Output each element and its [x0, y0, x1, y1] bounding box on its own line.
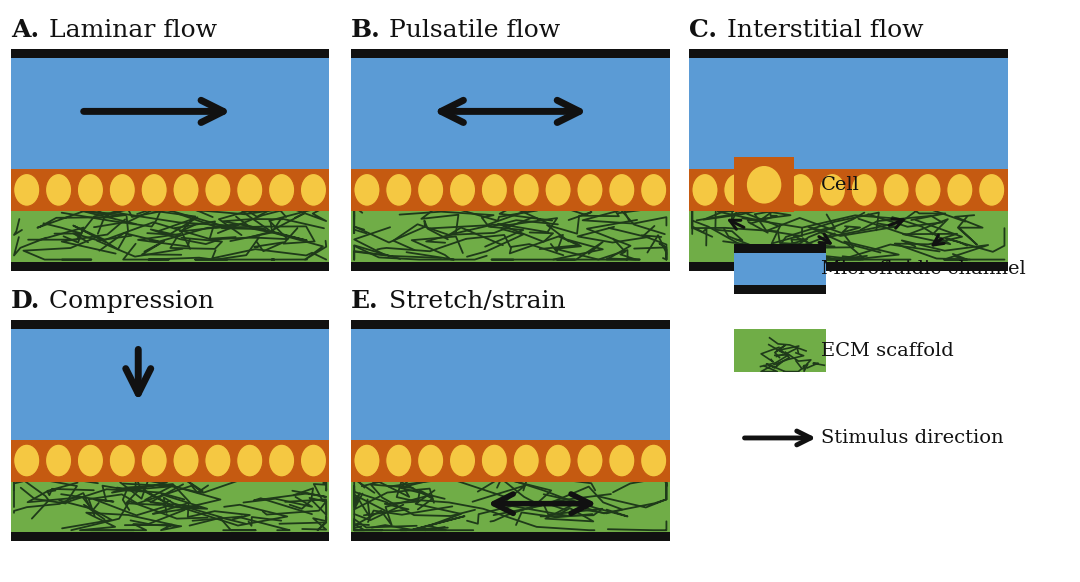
Ellipse shape	[482, 173, 508, 206]
Ellipse shape	[640, 444, 666, 477]
Ellipse shape	[915, 173, 941, 206]
Ellipse shape	[354, 173, 380, 206]
Ellipse shape	[205, 444, 231, 477]
Ellipse shape	[418, 173, 444, 206]
Ellipse shape	[78, 444, 104, 477]
Ellipse shape	[386, 444, 411, 477]
Ellipse shape	[109, 173, 135, 206]
Ellipse shape	[513, 173, 539, 206]
Bar	[734, 253, 826, 285]
Ellipse shape	[640, 173, 666, 206]
Ellipse shape	[513, 444, 539, 477]
Ellipse shape	[609, 444, 635, 477]
Ellipse shape	[78, 173, 104, 206]
Ellipse shape	[141, 444, 167, 477]
Bar	[689, 169, 1008, 211]
Ellipse shape	[237, 444, 262, 477]
Ellipse shape	[109, 444, 135, 477]
Bar	[351, 439, 670, 481]
Ellipse shape	[354, 444, 380, 477]
Text: Microfluidic channel: Microfluidic channel	[821, 261, 1026, 278]
Text: Pulsatile flow: Pulsatile flow	[381, 19, 561, 42]
Ellipse shape	[141, 173, 167, 206]
Text: Stimulus direction: Stimulus direction	[821, 430, 1003, 447]
Ellipse shape	[449, 173, 475, 206]
Bar	[351, 58, 670, 166]
Ellipse shape	[747, 166, 781, 204]
Ellipse shape	[300, 173, 326, 206]
Ellipse shape	[45, 173, 71, 206]
Bar	[351, 166, 670, 178]
Text: E.: E.	[351, 289, 379, 313]
Bar	[689, 58, 1008, 166]
Bar	[351, 329, 670, 437]
Ellipse shape	[978, 173, 1004, 206]
Text: ECM scaffold: ECM scaffold	[821, 342, 954, 360]
Bar	[11, 329, 329, 437]
Ellipse shape	[386, 173, 411, 206]
Bar	[351, 475, 670, 533]
Ellipse shape	[449, 444, 475, 477]
Text: Interstitial flow: Interstitial flow	[719, 19, 923, 42]
Bar	[351, 204, 670, 262]
Ellipse shape	[577, 444, 603, 477]
FancyBboxPatch shape	[730, 153, 798, 217]
Text: Cell: Cell	[821, 176, 860, 194]
Ellipse shape	[14, 173, 40, 206]
Ellipse shape	[787, 173, 813, 206]
Bar	[11, 437, 329, 448]
Text: D.: D.	[11, 289, 40, 313]
Text: Laminar flow: Laminar flow	[41, 19, 217, 42]
Ellipse shape	[724, 173, 750, 206]
Ellipse shape	[609, 173, 635, 206]
Ellipse shape	[14, 444, 40, 477]
Ellipse shape	[269, 173, 295, 206]
Bar	[11, 475, 329, 533]
Bar	[11, 58, 329, 166]
Text: Compression: Compression	[41, 290, 214, 313]
Ellipse shape	[851, 173, 877, 206]
Text: C.: C.	[689, 19, 717, 42]
Ellipse shape	[45, 444, 71, 477]
Bar	[689, 166, 1008, 178]
Ellipse shape	[173, 444, 199, 477]
Ellipse shape	[173, 173, 199, 206]
Ellipse shape	[237, 173, 262, 206]
Ellipse shape	[545, 444, 571, 477]
Bar	[351, 169, 670, 211]
Bar	[689, 204, 1008, 262]
Ellipse shape	[692, 173, 718, 206]
Bar	[11, 204, 329, 262]
Ellipse shape	[883, 173, 909, 206]
Ellipse shape	[820, 173, 846, 206]
Bar	[11, 439, 329, 481]
Ellipse shape	[947, 173, 973, 206]
Bar	[11, 169, 329, 211]
Ellipse shape	[545, 173, 571, 206]
Ellipse shape	[577, 173, 603, 206]
Bar	[11, 166, 329, 178]
Ellipse shape	[205, 173, 231, 206]
Text: A.: A.	[11, 19, 39, 42]
Bar	[351, 437, 670, 448]
Ellipse shape	[269, 444, 295, 477]
Ellipse shape	[756, 173, 782, 206]
Ellipse shape	[418, 444, 444, 477]
Text: Stretch/strain: Stretch/strain	[381, 290, 566, 313]
Ellipse shape	[482, 444, 508, 477]
Ellipse shape	[300, 444, 326, 477]
Text: B.: B.	[351, 19, 381, 42]
